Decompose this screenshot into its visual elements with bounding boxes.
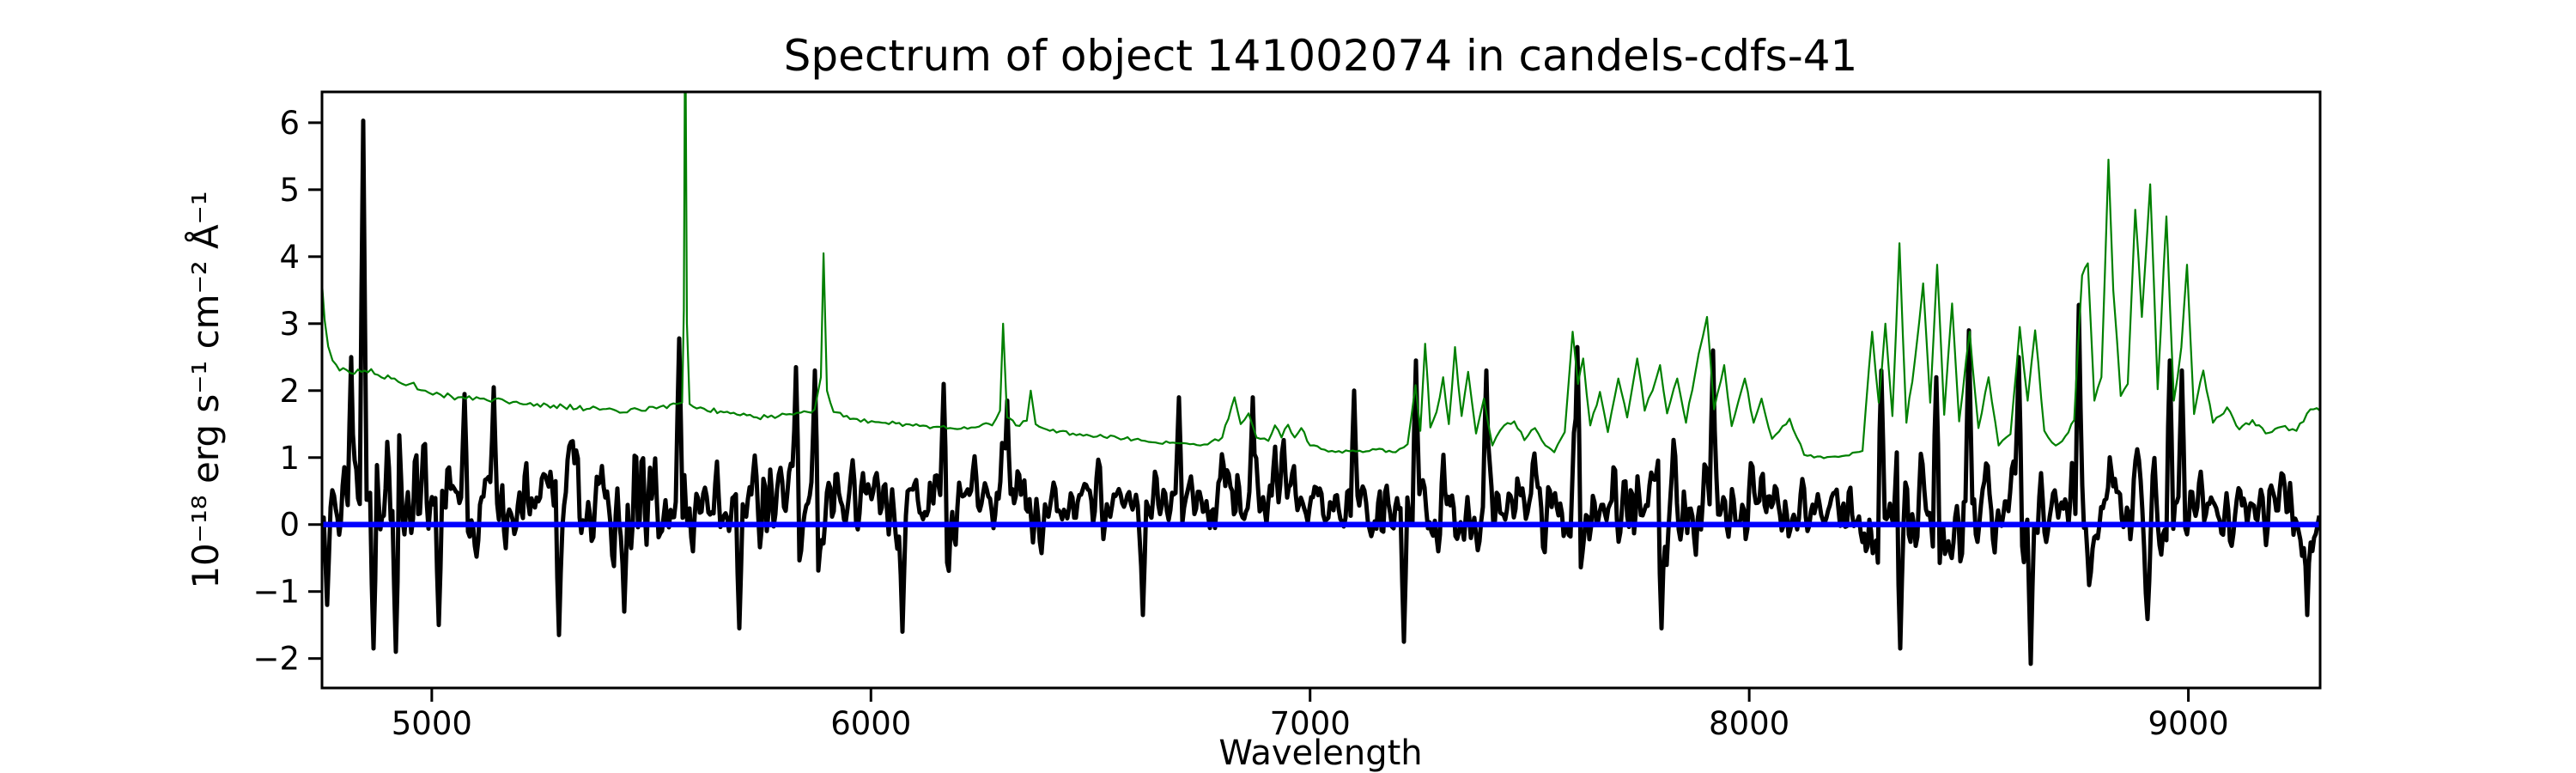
x-axis-label: Wavelength [1218, 733, 1422, 773]
x-tick-label: 5000 [392, 705, 472, 742]
y-tick-label: 6 [279, 105, 300, 142]
y-axis-label: 10⁻¹⁸ erg s⁻¹ cm⁻² Å⁻¹ [184, 191, 227, 588]
y-tick-label: 4 [279, 239, 300, 276]
y-tick-label: 5 [279, 172, 300, 209]
y-tick-label: −1 [252, 574, 300, 611]
chart-title: Spectrum of object 141002074 in candels-… [784, 31, 1858, 81]
y-tick-label: −2 [252, 641, 300, 678]
y-tick-label: 0 [279, 507, 300, 544]
y-tick-label: 3 [279, 306, 300, 343]
y-tick-label: 1 [279, 440, 300, 477]
data-layer [322, 92, 2320, 666]
sky-noise-line [322, 92, 2320, 460]
x-tick-label: 9000 [2148, 705, 2228, 742]
x-tick-label: 6000 [830, 705, 911, 742]
flux-spectrum-line [322, 119, 2320, 666]
x-axis-ticks: 5000 6000 7000 8000 9000 [392, 688, 2229, 742]
x-tick-label: 7000 [1270, 705, 1351, 742]
plot-area [322, 92, 2320, 688]
y-axis-ticks: −2 −1 0 1 2 3 4 5 6 [252, 105, 322, 678]
x-tick-label: 8000 [1709, 705, 1789, 742]
y-tick-label: 2 [279, 373, 300, 410]
